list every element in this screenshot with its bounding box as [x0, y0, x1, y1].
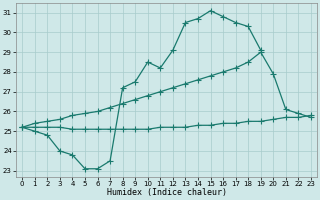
X-axis label: Humidex (Indice chaleur): Humidex (Indice chaleur): [107, 188, 227, 197]
